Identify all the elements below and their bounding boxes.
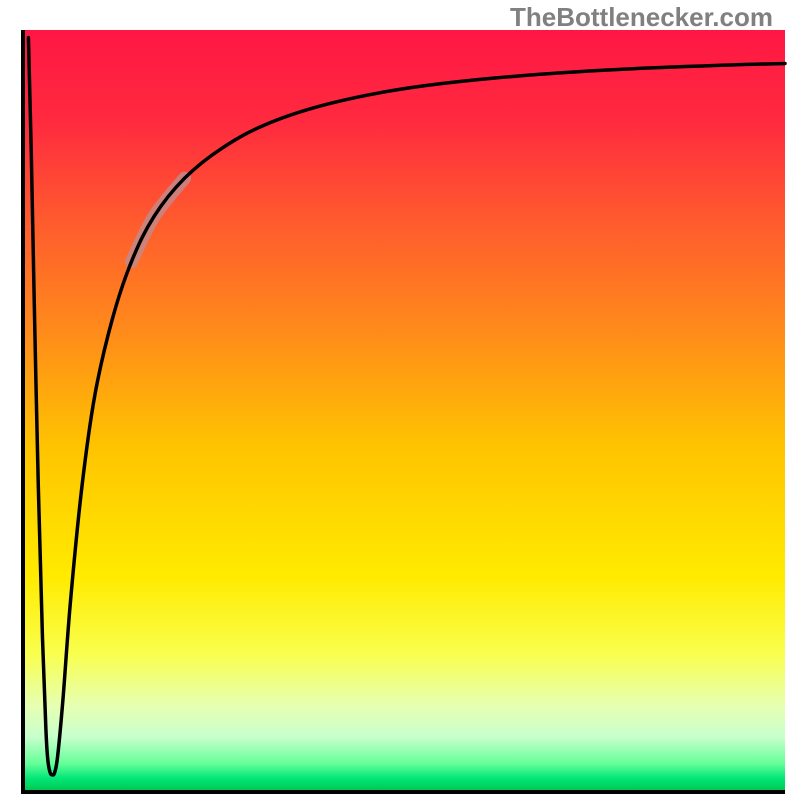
x-axis-line — [21, 790, 785, 794]
plot-area — [25, 30, 785, 790]
watermark-text: TheBottlenecker.com — [510, 2, 773, 33]
y-axis-line — [21, 30, 25, 794]
gradient-background — [25, 30, 785, 790]
chart-container: TheBottlenecker.com — [0, 0, 800, 800]
